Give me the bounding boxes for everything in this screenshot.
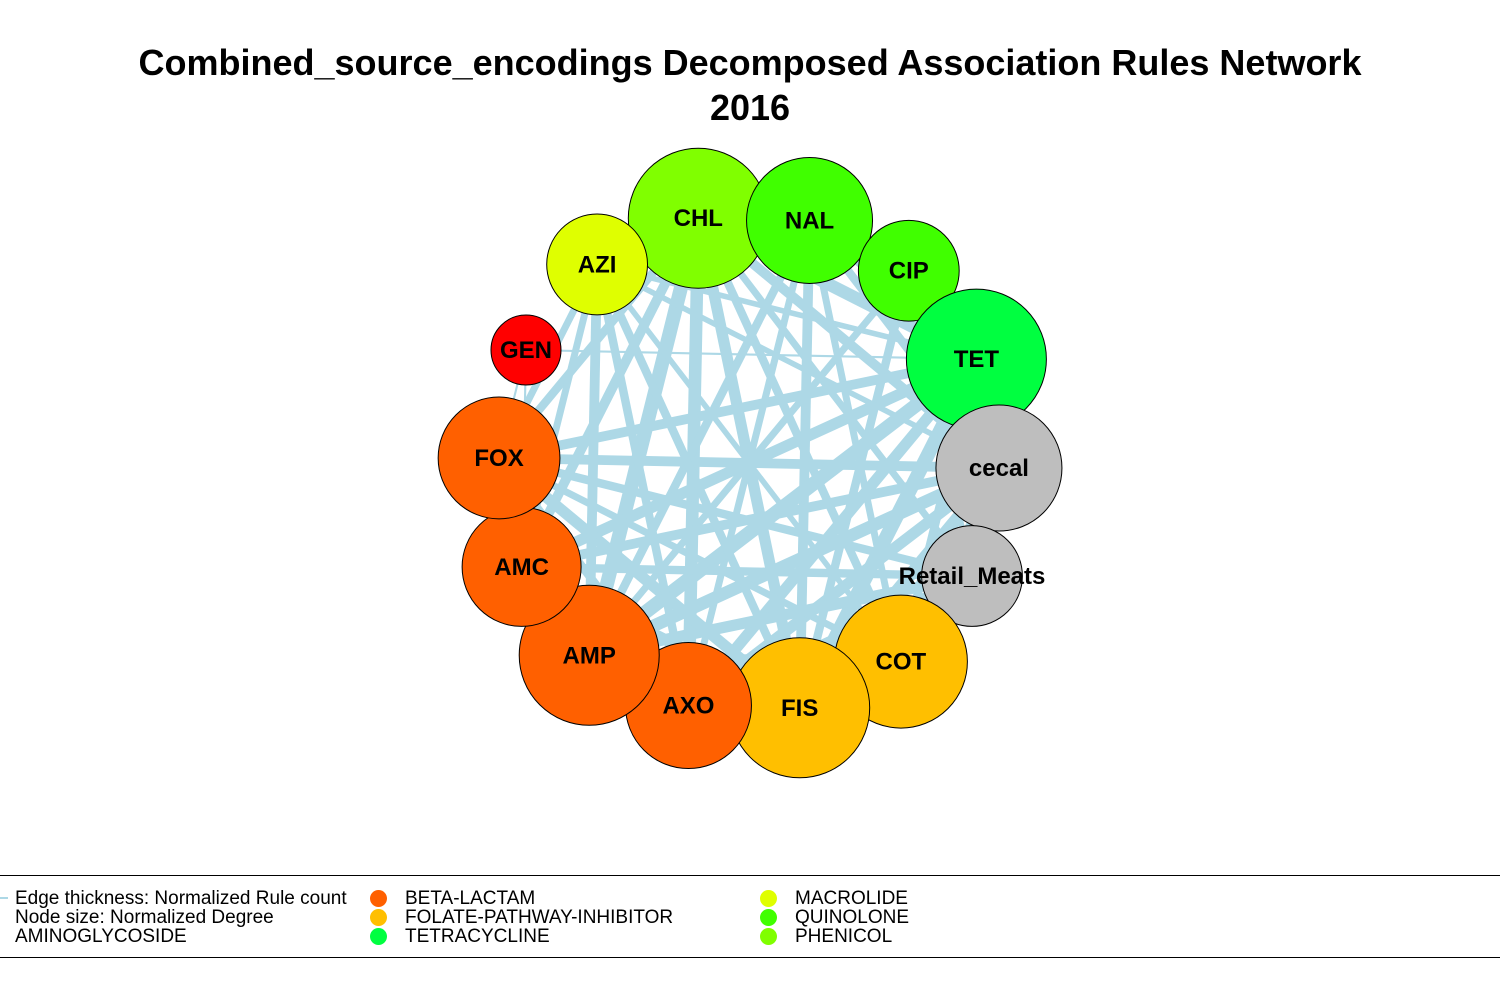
- node-label-CIP: CIP: [889, 258, 929, 285]
- nodes-layer: CHL NAL CIP TET cecal Retail_Meats COT FIS AXO AM…: [437, 147, 1063, 779]
- node-circle-Retail_Meats: [921, 525, 1023, 627]
- legend-quinolone: QUINOLONE: [795, 907, 910, 928]
- legend-dot-macrolide: [760, 890, 777, 907]
- node-label-TET: TET: [954, 346, 1000, 373]
- node-label-CHL: CHL: [674, 205, 723, 232]
- node-Retail_Meats: Retail_Meats: [899, 525, 1046, 627]
- node-GEN: GEN: [490, 314, 562, 386]
- node-circle-AZI: [546, 213, 649, 316]
- edge-CHL-AMP: [582, 216, 706, 657]
- node-label-AMP: AMP: [563, 642, 616, 669]
- node-FOX: FOX: [437, 396, 561, 520]
- legend-dot-quinolone: [760, 909, 777, 926]
- node-AMC: AMC: [461, 506, 582, 627]
- node-label-GEN: GEN: [500, 337, 552, 364]
- node-label-AXO: AXO: [662, 693, 714, 720]
- chart-title: Combined_source_encodings Decomposed Ass…: [138, 42, 1362, 83]
- legend-beta-lactam: BETA-LACTAM: [405, 888, 536, 909]
- legend-top-border: [0, 875, 1500, 876]
- node-cecal: cecal: [935, 404, 1063, 532]
- node-circle-CIP: [857, 219, 960, 322]
- edge-CHL-Retail_Meats: [695, 216, 975, 579]
- node-label-COT: COT: [876, 649, 927, 676]
- legend-dot-folate: [370, 909, 387, 926]
- edge-cecal-AZI: [595, 261, 1001, 471]
- edge-CIP-FIS: [795, 269, 913, 709]
- legend-bottom-border: [0, 957, 1500, 958]
- edge-cecal-AMC: [520, 463, 1000, 572]
- node-AZI: AZI: [546, 213, 649, 316]
- node-CIP: CIP: [857, 219, 960, 322]
- node-TET: TET: [905, 288, 1047, 430]
- node-CHL: CHL: [627, 147, 769, 289]
- chart-subtitle-year: 2016: [709, 87, 791, 128]
- legend-dot-beta-lactam: [370, 890, 387, 907]
- node-label-FIS: FIS: [781, 695, 818, 722]
- edge-cecal-AMP: [586, 462, 1002, 662]
- edge-AXO-AZI: [592, 263, 693, 707]
- legend-tetracycline: TETRACYCLINE: [405, 926, 550, 947]
- edge-Retail_Meats-FOX: [498, 453, 974, 581]
- edge-COT-AZI: [594, 262, 904, 664]
- edge-TET-GEN: [525, 348, 977, 361]
- legend-phenicol: PHENICOL: [795, 926, 893, 947]
- node-AMP: AMP: [518, 584, 660, 726]
- node-label-AZI: AZI: [578, 251, 617, 278]
- node-label-FOX: FOX: [474, 445, 523, 472]
- legend-edge-thickness: Edge thickness: Normalized Rule count: [15, 888, 347, 909]
- node-circle-GEN: [490, 314, 562, 386]
- node-label-cecal: cecal: [969, 455, 1029, 482]
- legend-dot-tetracycline: [370, 928, 387, 945]
- node-label-Retail_Meats: Retail_Meats: [899, 563, 1046, 590]
- legend-aminoglycoside: AMINOGLYCOSIDE: [15, 926, 187, 947]
- edge-FIS-AZI: [593, 262, 804, 710]
- node-FIS: FIS: [729, 637, 871, 779]
- edge-Retail_Meats-AMC: [521, 562, 973, 581]
- node-circle-AMP: [518, 584, 660, 726]
- legend-dot-phenicol: [760, 928, 777, 945]
- node-label-NAL: NAL: [785, 207, 834, 234]
- node-NAL: NAL: [746, 156, 874, 284]
- edge-TET-FOX: [498, 354, 978, 463]
- edge-COT-FOX: [497, 454, 903, 665]
- node-circle-cecal: [935, 404, 1063, 532]
- edge-NAL-COT: [806, 219, 905, 663]
- node-circle-NAL: [746, 156, 874, 284]
- node-label-AMC: AMC: [494, 554, 549, 581]
- network-graph: CHL NAL CIP TET cecal Retail_Meats COT FIS AXO AM…: [437, 147, 1063, 779]
- legend-folate: FOLATE-PATHWAY-INHIBITOR: [405, 907, 674, 928]
- legend-node-size: Node size: Normalized Degree: [15, 907, 274, 928]
- node-circle-FOX: [437, 396, 561, 520]
- legend-macrolide: MACROLIDE: [795, 888, 908, 909]
- edge-legend-swatch: [0, 897, 8, 899]
- edge-TET-AXO: [684, 355, 981, 710]
- edge-NAL-AMP: [585, 218, 814, 658]
